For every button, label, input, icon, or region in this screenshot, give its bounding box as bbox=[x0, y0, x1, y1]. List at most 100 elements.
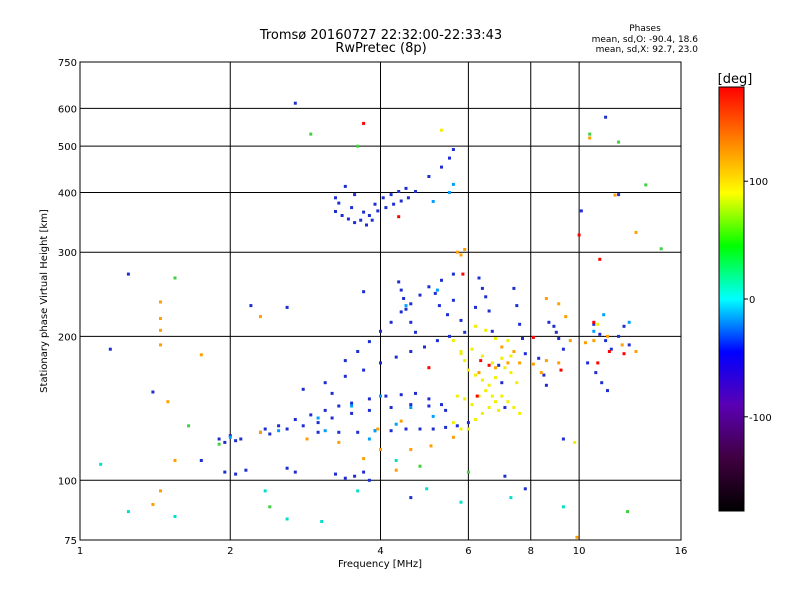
data-point bbox=[497, 363, 501, 367]
data-point bbox=[617, 334, 621, 338]
data-point bbox=[561, 505, 565, 509]
data-point bbox=[523, 487, 527, 491]
data-point bbox=[409, 403, 413, 407]
data-point bbox=[418, 293, 422, 297]
data-point bbox=[427, 397, 431, 401]
data-point bbox=[337, 440, 341, 444]
data-point bbox=[487, 406, 491, 409]
data-point bbox=[634, 230, 638, 234]
data-point bbox=[263, 427, 267, 431]
data-point bbox=[494, 376, 497, 380]
data-point bbox=[159, 343, 162, 347]
data-point bbox=[554, 330, 558, 334]
data-point bbox=[477, 371, 481, 375]
data-point bbox=[518, 361, 522, 365]
data-point bbox=[406, 196, 410, 200]
data-point bbox=[399, 419, 403, 423]
data-point bbox=[418, 464, 422, 468]
data-point bbox=[592, 320, 596, 324]
data-point bbox=[373, 429, 377, 433]
data-point bbox=[531, 362, 535, 366]
data-point bbox=[323, 381, 327, 385]
data-point bbox=[568, 339, 572, 343]
data-point bbox=[455, 394, 459, 398]
data-point bbox=[500, 381, 504, 385]
data-point bbox=[356, 489, 360, 493]
data-point bbox=[463, 397, 467, 401]
data-point bbox=[596, 322, 600, 326]
data-point bbox=[626, 510, 629, 514]
data-point bbox=[334, 472, 337, 476]
data-point bbox=[343, 359, 347, 363]
data-point bbox=[367, 340, 371, 344]
data-point bbox=[564, 315, 568, 319]
data-point bbox=[552, 324, 556, 328]
data-point bbox=[392, 202, 396, 206]
data-point bbox=[586, 361, 590, 365]
data-point bbox=[594, 371, 598, 375]
y-tick-label: 750 bbox=[58, 58, 77, 69]
data-point bbox=[389, 429, 393, 433]
data-point bbox=[418, 427, 422, 431]
data-point bbox=[320, 520, 324, 523]
data-point bbox=[367, 397, 371, 401]
data-point bbox=[259, 315, 262, 319]
x-tick-label: 16 bbox=[675, 546, 688, 557]
data-point bbox=[459, 253, 463, 257]
data-point bbox=[330, 391, 334, 395]
data-point bbox=[451, 421, 455, 425]
phases-line-o: mean, sd,O: -90.4, 18.6 bbox=[592, 35, 699, 45]
data-point bbox=[444, 425, 448, 429]
data-point bbox=[480, 354, 484, 358]
x-tick-label: 4 bbox=[377, 546, 383, 557]
x-tick-label: 1 bbox=[77, 546, 83, 557]
data-point bbox=[470, 347, 474, 351]
data-point bbox=[309, 132, 313, 136]
data-point bbox=[470, 403, 474, 407]
data-point bbox=[573, 440, 577, 444]
data-point bbox=[350, 206, 354, 210]
data-point bbox=[448, 191, 451, 194]
data-point bbox=[459, 427, 463, 431]
chart-title: Tromsø 20160727 22:32:00-22:33:43 bbox=[259, 28, 502, 43]
data-point bbox=[277, 429, 281, 433]
data-point bbox=[334, 196, 337, 200]
data-point bbox=[474, 373, 477, 377]
data-point bbox=[435, 339, 439, 343]
data-point bbox=[99, 462, 103, 466]
data-point bbox=[634, 350, 638, 353]
data-point bbox=[228, 435, 232, 439]
data-point bbox=[542, 373, 546, 377]
data-point bbox=[404, 427, 408, 431]
data-point bbox=[166, 400, 170, 404]
data-point bbox=[557, 302, 561, 306]
data-point bbox=[159, 328, 162, 332]
phases-heading: Phases bbox=[629, 24, 661, 34]
data-point bbox=[474, 305, 477, 309]
data-point bbox=[531, 335, 535, 339]
data-point bbox=[448, 334, 451, 338]
data-point bbox=[159, 317, 162, 320]
data-point bbox=[316, 421, 320, 425]
data-point bbox=[596, 361, 600, 365]
data-point bbox=[373, 202, 377, 206]
data-point bbox=[509, 371, 513, 375]
data-point bbox=[503, 366, 507, 370]
data-point bbox=[353, 474, 357, 478]
data-point bbox=[592, 322, 596, 326]
data-point bbox=[173, 515, 177, 518]
data-point bbox=[285, 427, 289, 431]
data-point bbox=[607, 350, 611, 353]
data-point bbox=[343, 184, 347, 188]
data-point bbox=[268, 432, 272, 436]
data-point bbox=[579, 209, 583, 213]
data-point bbox=[376, 427, 380, 431]
data-point bbox=[350, 411, 354, 415]
data-point bbox=[431, 427, 435, 431]
data-point bbox=[404, 186, 408, 190]
data-point bbox=[316, 416, 320, 420]
data-point bbox=[480, 378, 484, 382]
data-point bbox=[362, 121, 366, 125]
data-point bbox=[512, 286, 516, 290]
data-point bbox=[604, 339, 608, 343]
